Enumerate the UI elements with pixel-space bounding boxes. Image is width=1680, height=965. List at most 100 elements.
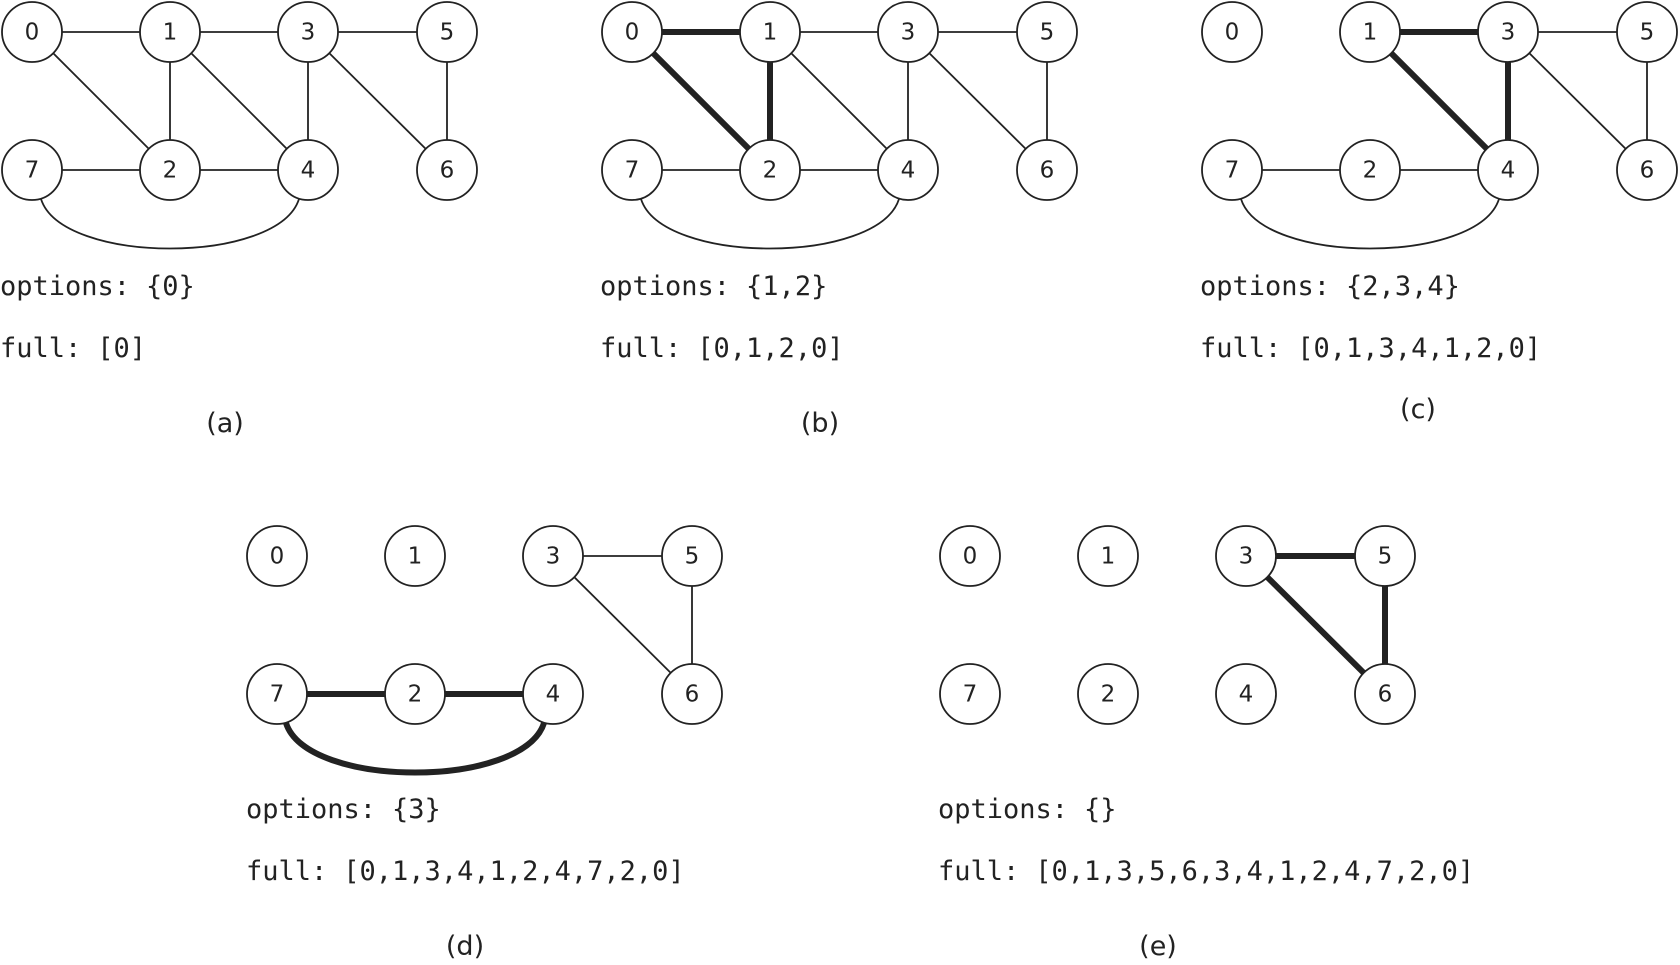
node-label: 0 — [963, 544, 978, 570]
node-circle — [246, 663, 308, 725]
graph-node-3: 3 — [877, 1, 939, 63]
full-line: full: [0,1,2,0] — [600, 333, 844, 364]
node-circle — [1354, 663, 1416, 725]
bold-edge-0-2 — [629, 29, 773, 173]
full-value: [0,1,3,4,1,2,0] — [1297, 333, 1541, 364]
node-circle — [661, 663, 723, 725]
options-label: options: — [0, 271, 130, 302]
node-label: 3 — [546, 544, 561, 570]
node-circle — [601, 1, 663, 63]
node-circle — [1616, 1, 1678, 63]
panel-b: 0 1 3 5 7 2 4 6 options: {1,2} full: [0,1,2,0] (b) — [600, 1, 1078, 439]
node-label: 3 — [1239, 544, 1254, 570]
node-label: 1 — [1101, 544, 1116, 570]
graph-node-6: 6 — [661, 663, 723, 725]
edge-7-4 — [1240, 198, 1500, 250]
graph-node-0: 0 — [939, 525, 1001, 587]
node-circle — [1077, 663, 1139, 725]
node-label: 6 — [1640, 158, 1655, 184]
node-circle — [1215, 663, 1277, 725]
graph-node-7: 7 — [939, 663, 1001, 725]
graph-node-0: 0 — [1, 1, 63, 63]
node-label: 6 — [685, 682, 700, 708]
node-circle — [1616, 139, 1678, 201]
edge-1-4 — [769, 31, 909, 171]
graph-node-4: 4 — [1215, 663, 1277, 725]
node-circle — [601, 139, 663, 201]
node-label: 4 — [546, 682, 561, 708]
node-label: 5 — [440, 20, 455, 46]
full-line: full: [0,1,3,4,1,2,4,7,2,0] — [246, 856, 685, 887]
graph-node-4: 4 — [522, 663, 584, 725]
graph-node-2: 2 — [1077, 663, 1139, 725]
graph-node-1: 1 — [1339, 1, 1401, 63]
graph-node-1: 1 — [739, 1, 801, 63]
edge-1-4 — [169, 31, 309, 171]
panel-caption: (a) — [206, 408, 244, 439]
node-label: 1 — [763, 20, 778, 46]
full-label: full: — [1200, 333, 1281, 364]
node-label: 3 — [901, 20, 916, 46]
graph-node-0: 0 — [601, 1, 663, 63]
graph-node-2: 2 — [139, 139, 201, 201]
panel-caption: (c) — [1400, 394, 1436, 425]
graph-node-7: 7 — [601, 139, 663, 201]
panel-a: 0 1 3 5 7 2 4 6 options: {0} full: [0] (a) — [0, 1, 478, 439]
full-label: full: — [0, 333, 81, 364]
node-circle — [877, 1, 939, 63]
options-value: {} — [1084, 794, 1117, 825]
node-label: 2 — [408, 682, 423, 708]
full-value: [0,1,3,5,6,3,4,1,2,4,7,2,0] — [1035, 856, 1474, 887]
node-label: 5 — [1040, 20, 1055, 46]
node-circle — [384, 663, 446, 725]
node-circle — [1201, 139, 1263, 201]
node-label: 7 — [625, 158, 640, 184]
panel-e: 0 1 3 5 7 2 4 6 options: {} full: [0,1,3,5,6,3,4,1,… — [938, 525, 1474, 962]
node-label: 5 — [685, 544, 700, 570]
node-circle — [522, 663, 584, 725]
edge-7-4 — [640, 198, 900, 250]
node-label: 4 — [901, 158, 916, 184]
graph-node-6: 6 — [416, 139, 478, 201]
node-circle — [661, 525, 723, 587]
options-line: options: {2,3,4} — [1200, 271, 1460, 302]
graph-node-0: 0 — [246, 525, 308, 587]
options-label: options: — [246, 794, 376, 825]
node-label: 2 — [163, 158, 178, 184]
node-label: 2 — [763, 158, 778, 184]
node-label: 7 — [1225, 158, 1240, 184]
node-circle — [139, 139, 201, 201]
options-value: {2,3,4} — [1346, 271, 1460, 302]
graph-node-3: 3 — [1477, 1, 1539, 63]
options-value: {0} — [146, 271, 195, 302]
options-line: options: {0} — [0, 271, 195, 302]
node-circle — [1077, 525, 1139, 587]
bold-edge-7-4 — [283, 721, 547, 776]
full-label: full: — [600, 333, 681, 364]
node-circle — [384, 525, 446, 587]
graph-node-6: 6 — [1016, 139, 1078, 201]
node-label: 4 — [1239, 682, 1254, 708]
node-circle — [1201, 1, 1263, 63]
node-circle — [1, 139, 63, 201]
options-label: options: — [938, 794, 1068, 825]
options-label: options: — [1200, 271, 1330, 302]
node-circle — [277, 139, 339, 201]
graph-node-2: 2 — [384, 663, 446, 725]
node-label: 1 — [163, 20, 178, 46]
node-label: 4 — [301, 158, 316, 184]
full-line: full: [0,1,3,5,6,3,4,1,2,4,7,2,0] — [938, 856, 1474, 887]
node-circle — [1339, 1, 1401, 63]
graph-node-0: 0 — [1201, 1, 1263, 63]
graph-node-3: 3 — [1215, 525, 1277, 587]
node-label: 0 — [270, 544, 285, 570]
node-circle — [877, 139, 939, 201]
node-circle — [522, 525, 584, 587]
options-line: options: {3} — [246, 794, 441, 825]
node-label: 6 — [1040, 158, 1055, 184]
node-label: 7 — [25, 158, 40, 184]
node-label: 5 — [1378, 544, 1393, 570]
full-value: [0] — [97, 333, 146, 364]
node-circle — [1339, 139, 1401, 201]
graph-node-2: 2 — [1339, 139, 1401, 201]
